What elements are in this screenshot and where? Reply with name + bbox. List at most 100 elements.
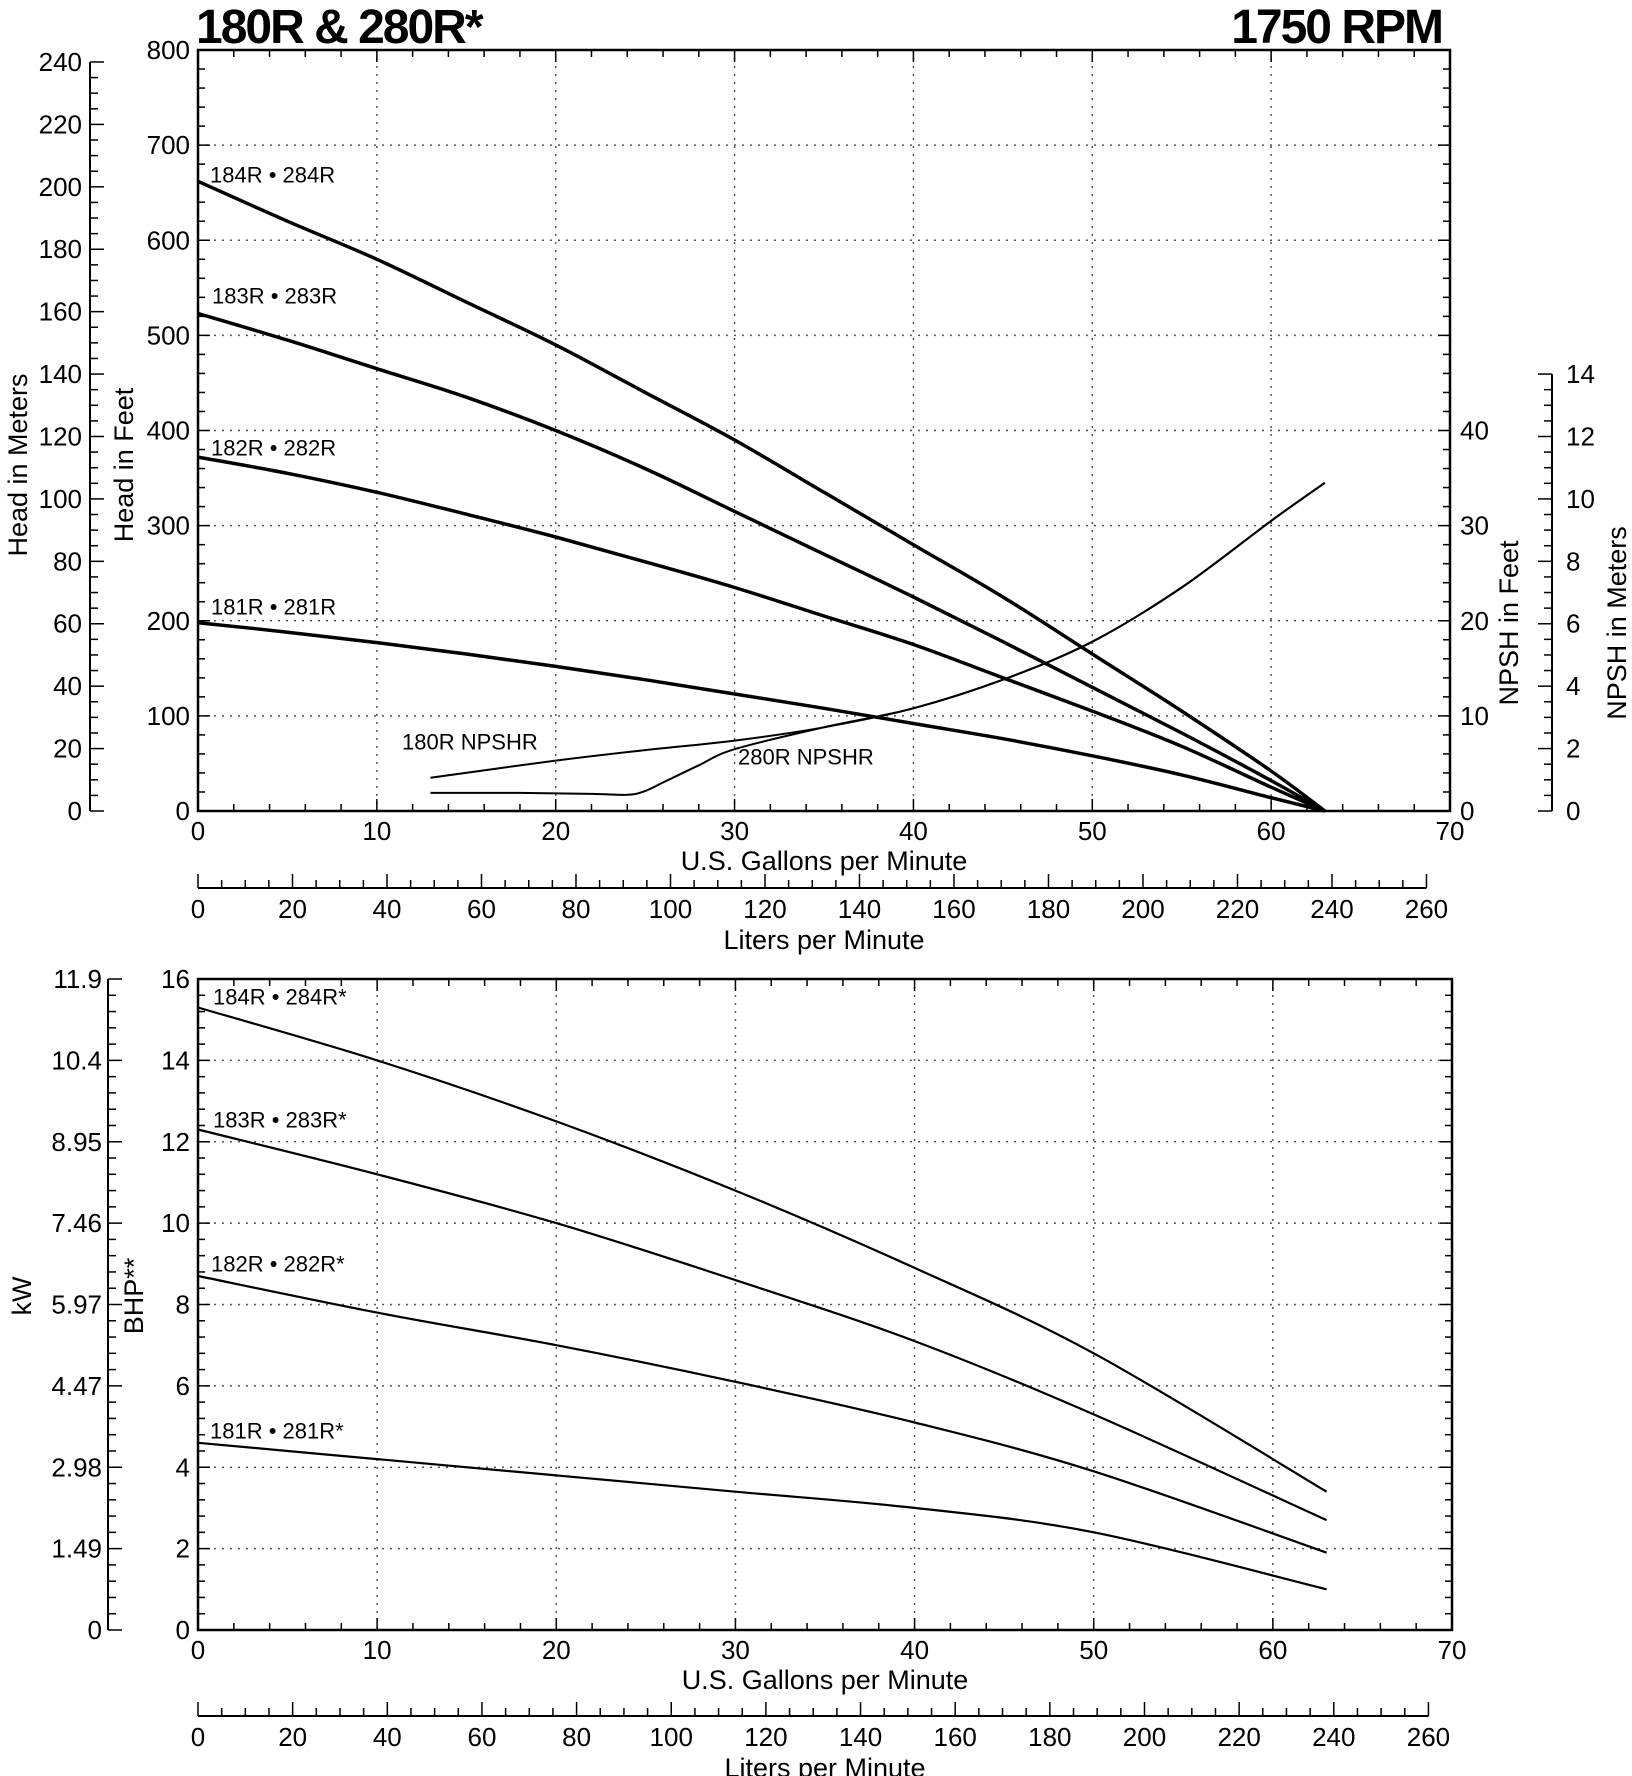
top-y-tick-label: 200: [147, 606, 190, 636]
bottom-lpm-tick-label: 160: [933, 1722, 976, 1752]
top-npsh-ft-tick-label: 40: [1460, 416, 1489, 446]
top-meters-tick-label: 100: [39, 484, 82, 514]
bottom-y-tick-label: 0: [176, 1615, 190, 1645]
bottom-x-tick-label: 50: [1079, 1635, 1108, 1665]
bottom-y-tick-label: 10: [161, 1208, 190, 1238]
top-lpm-tick-label: 160: [932, 894, 975, 924]
top-series-line-4: [430, 481, 1326, 779]
top-y-tick-label: 0: [176, 796, 190, 826]
bottom-series-label-2: 182R • 282R*: [211, 1252, 345, 1277]
bottom-y-tick-label: 12: [161, 1127, 190, 1157]
top-meters-tick-label: 200: [39, 172, 82, 202]
top-lpm-tick-label: 260: [1405, 894, 1448, 924]
bottom-y-tick-label: 8: [176, 1290, 190, 1320]
bottom-y-tick-label: 16: [161, 964, 190, 994]
top-x-tick-label: 30: [720, 816, 749, 846]
top-y-tick-label: 800: [147, 35, 190, 65]
bottom-lpm-tick-label: 0: [191, 1722, 205, 1752]
top-lpm-tick-label: 200: [1121, 894, 1164, 924]
top-meters-tick-label: 160: [39, 297, 82, 327]
chart-title-left: 180R & 280R*: [196, 1, 484, 54]
top-series-label-5: 280R NPSHR: [738, 745, 874, 770]
bottom-lpm-tick-label: 100: [650, 1722, 693, 1752]
top-lpm-tick-label: 60: [467, 894, 496, 924]
top-npsh-m-tick-label: 10: [1566, 484, 1595, 514]
top-lpm-tick-label: 100: [649, 894, 692, 924]
bottom-x-tick-label: 0: [191, 1635, 205, 1665]
bottom-kw-tick-label: 0: [88, 1615, 102, 1645]
bottom-lpm-tick-label: 60: [467, 1722, 496, 1752]
bottom-lpm-tick-label: 240: [1312, 1722, 1355, 1752]
bottom-kw-tick-label: 11.9: [53, 964, 102, 994]
bottom-series-label-1: 183R • 283R*: [213, 1108, 347, 1133]
bottom-lpm-tick-label: 140: [839, 1722, 882, 1752]
bottom-y-tick-label: 2: [176, 1534, 190, 1564]
top-meters-tick-label: 240: [39, 47, 82, 77]
top-series-label-2: 182R • 282R: [211, 436, 336, 461]
top-feet-axis-title: Head in Feet: [109, 387, 139, 542]
bottom-bhp-axis-title: BHP**: [119, 1257, 149, 1334]
bottom-series-label-0: 184R • 284R*: [213, 985, 347, 1010]
top-npsh-ft-tick-label: 30: [1460, 511, 1489, 541]
bottom-lpm-tick-label: 40: [373, 1722, 402, 1752]
bottom-lpm-tick-label: 20: [278, 1722, 307, 1752]
bottom-y-tick-label: 14: [161, 1045, 190, 1075]
bottom-kw-tick-label: 5.97: [51, 1290, 102, 1320]
top-series-line-1: [197, 311, 1326, 813]
top-npsh-m-tick-label: 6: [1566, 609, 1580, 639]
top-series-label-4: 180R NPSHR: [402, 730, 538, 755]
chart-title-right: 1750 RPM: [1231, 1, 1444, 54]
top-y-tick-label: 700: [147, 130, 190, 160]
top-x-tick-label: 60: [1257, 816, 1286, 846]
bottom-x-tick-label: 20: [542, 1635, 571, 1665]
bottom-series-label-3: 181R • 281R*: [210, 1419, 344, 1444]
bottom-lpm-tick-label: 200: [1123, 1722, 1166, 1752]
top-series-line-2: [197, 455, 1326, 813]
top-x-axis-title: U.S. Gallons per Minute: [681, 846, 968, 876]
bottom-kw-tick-label: 1.49: [51, 1534, 102, 1564]
top-npsh-m-tick-label: 0: [1566, 796, 1580, 826]
top-meters-axis-title: Head in Meters: [3, 373, 33, 556]
bottom-x-tick-label: 10: [363, 1635, 392, 1665]
top-lpm-tick-label: 40: [373, 894, 402, 924]
top-lpm-tick-label: 140: [838, 894, 881, 924]
top-npsh-m-tick-label: 14: [1566, 359, 1595, 389]
bottom-series-line-0: [197, 1006, 1328, 1493]
bottom-x-tick-label: 60: [1258, 1635, 1287, 1665]
top-npsh-m-tick-label: 4: [1566, 671, 1580, 701]
top-series-label-1: 183R • 283R: [212, 284, 337, 309]
top-meters-tick-label: 60: [53, 609, 82, 639]
top-npsh-m-tick-label: 8: [1566, 546, 1580, 576]
bottom-y-tick-label: 6: [176, 1371, 190, 1401]
bottom-kw-axis-title: kW: [7, 1276, 37, 1316]
top-lpm-axis-title: Liters per Minute: [723, 925, 924, 955]
top-npsh-m-tick-label: 2: [1566, 734, 1580, 764]
bottom-lpm-tick-label: 120: [744, 1722, 787, 1752]
bottom-kw-tick-label: 8.95: [51, 1127, 102, 1157]
top-y-tick-label: 500: [147, 320, 190, 350]
top-series-label-0: 184R • 284R: [210, 163, 335, 188]
bottom-series-line-2: [197, 1274, 1327, 1554]
bottom-series-line-3: [197, 1441, 1327, 1591]
top-lpm-tick-label: 20: [278, 894, 307, 924]
top-lpm-tick-label: 120: [743, 894, 786, 924]
top-lpm-tick-label: 180: [1027, 894, 1070, 924]
top-y-tick-label: 400: [147, 416, 190, 446]
top-y-tick-label: 600: [147, 225, 190, 255]
top-npsh-ft-tick-label: 0: [1460, 796, 1474, 826]
top-npsh-ft-tick-label: 20: [1460, 606, 1489, 636]
bottom-x-tick-label: 30: [721, 1635, 750, 1665]
top-y-tick-label: 100: [147, 701, 190, 731]
top-meters-tick-label: 80: [53, 546, 82, 576]
bottom-x-axis-title: U.S. Gallons per Minute: [682, 1665, 969, 1695]
bottom-series-line-1: [197, 1128, 1328, 1522]
top-npsh-m-tick-label: 12: [1566, 421, 1595, 451]
top-x-tick-label: 40: [899, 816, 928, 846]
top-x-tick-label: 10: [362, 816, 391, 846]
top-meters-tick-label: 20: [53, 734, 82, 764]
bottom-lpm-tick-label: 80: [562, 1722, 591, 1752]
top-x-tick-label: 0: [191, 816, 205, 846]
bottom-x-tick-label: 70: [1438, 1635, 1467, 1665]
top-meters-tick-label: 140: [39, 359, 82, 389]
bottom-lpm-tick-label: 220: [1217, 1722, 1260, 1752]
